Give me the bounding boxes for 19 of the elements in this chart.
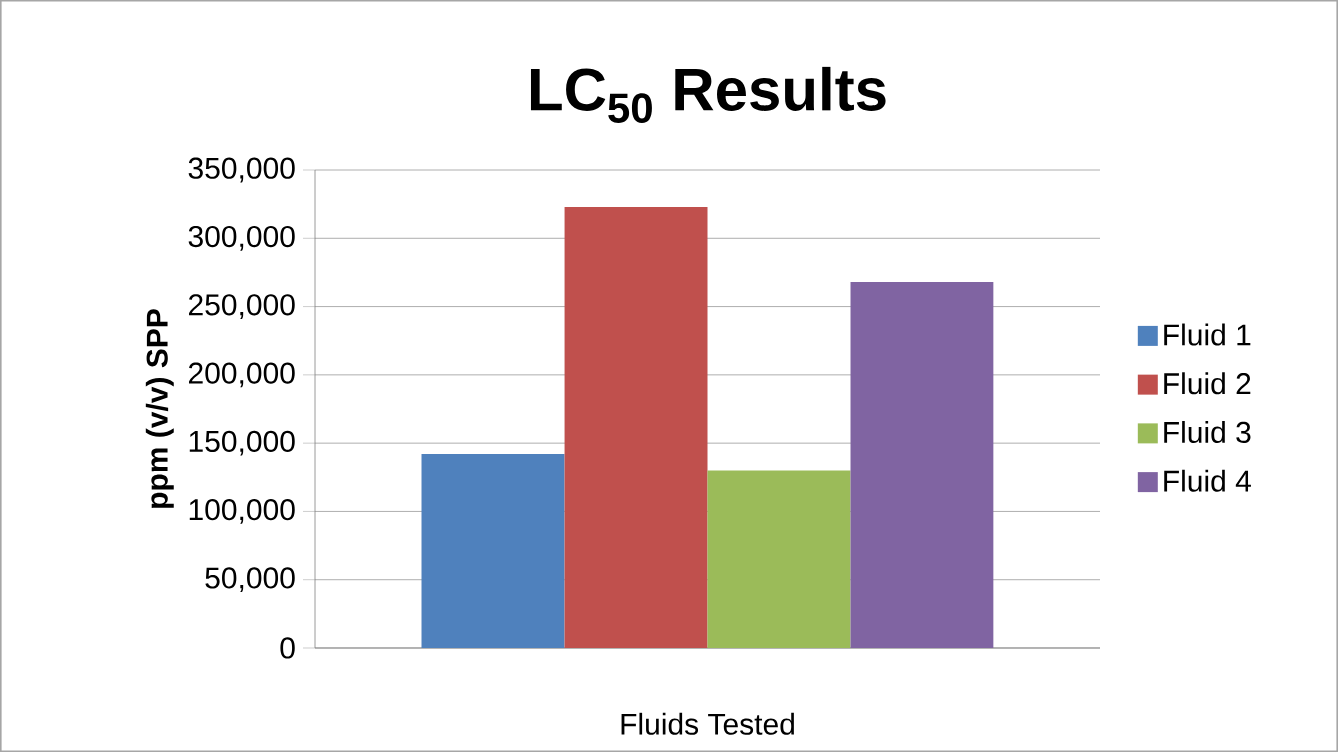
y-tick-label: 50,000	[205, 567, 295, 593]
bar	[850, 282, 994, 648]
bar	[564, 206, 708, 648]
x-axis-title: Fluids Tested	[621, 712, 794, 735]
y-tick-label: 100,000	[189, 499, 295, 524]
legend-label: Fluid 3	[1164, 421, 1251, 444]
legend-label: Fluid 4	[1164, 469, 1251, 492]
y-tick-label: 350,000	[188, 157, 295, 183]
y-tick-label: 300,000	[188, 225, 295, 251]
bar	[421, 454, 565, 648]
legend-label: Fluid 1	[1164, 323, 1251, 346]
chart-title: LC$_{50}$ Results	[530, 66, 886, 123]
y-tick-label: 250,000	[189, 294, 295, 319]
y-tick-label: 0	[280, 637, 295, 659]
y-axis-title: ppm (v/v) SPP	[145, 309, 174, 508]
legend-label: Fluid 2	[1164, 372, 1251, 395]
y-tick-label: 200,000	[189, 362, 295, 388]
y-tick-label: 150,000	[189, 430, 295, 456]
bar	[707, 470, 851, 648]
